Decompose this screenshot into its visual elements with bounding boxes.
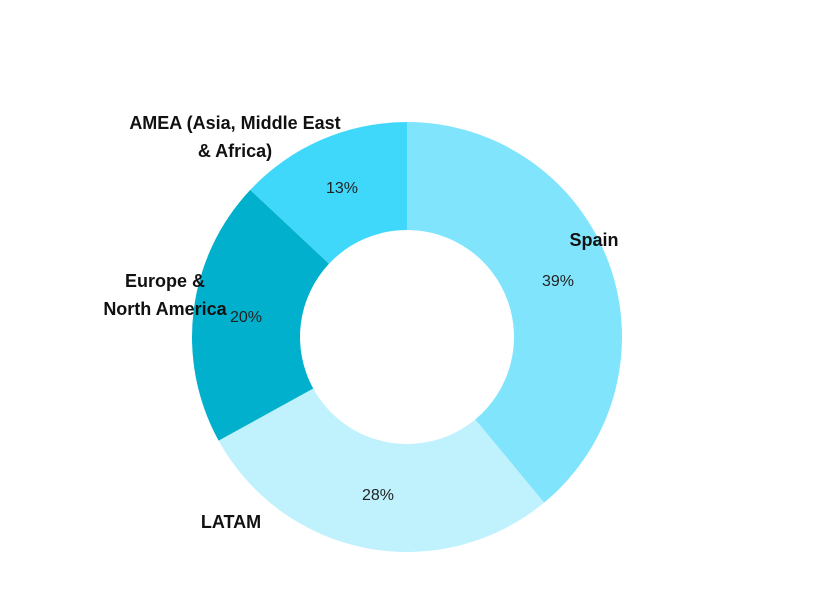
value-label: 39% <box>541 273 575 290</box>
donut-slice <box>407 122 622 503</box>
donut-slice <box>250 122 407 264</box>
category-label: Europe & North America <box>103 271 227 319</box>
donut-slice <box>192 189 330 441</box>
category-label: AMEA (Asia, Middle East & Africa) <box>129 113 341 161</box>
value-label: 20% <box>229 309 263 326</box>
value-label: 28% <box>361 487 395 504</box>
category-label: Spain <box>569 230 619 250</box>
donut-slice <box>218 388 545 553</box>
category-label: LATAM <box>200 512 262 532</box>
value-label: 13% <box>325 180 359 197</box>
